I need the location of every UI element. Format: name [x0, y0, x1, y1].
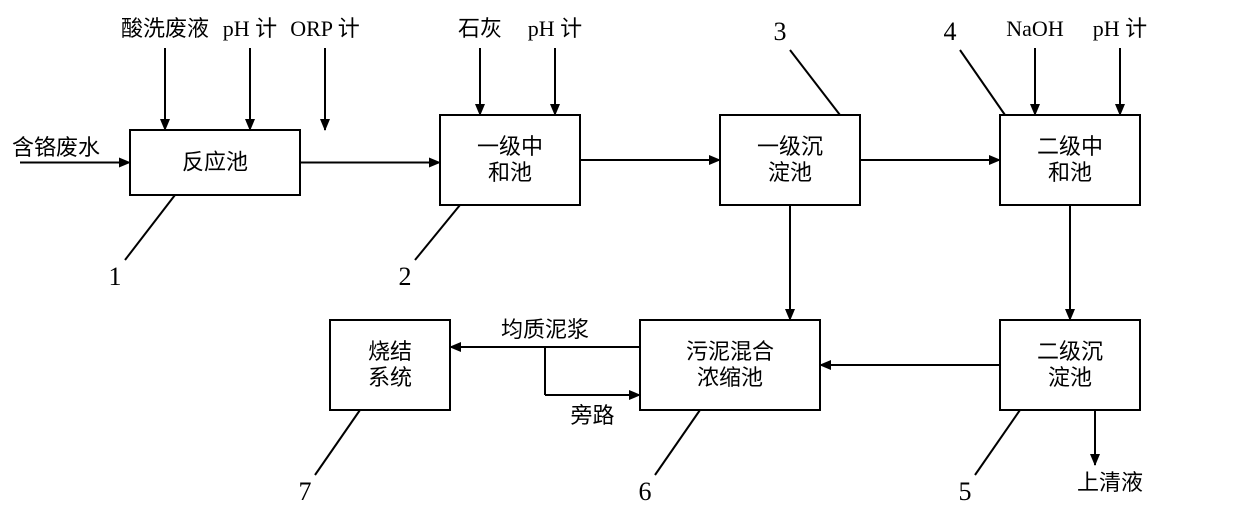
top-input-label: pH 计: [528, 16, 582, 41]
top-input-label: pH 计: [223, 16, 277, 41]
node-number: 5: [959, 477, 972, 506]
leader-5: [975, 410, 1020, 475]
node-number: 7: [299, 477, 312, 506]
node-label: 一级中: [477, 134, 543, 159]
leader-7: [315, 410, 360, 475]
node-label: 污泥混合: [686, 339, 774, 364]
leader-1: [125, 195, 175, 260]
node-number: 3: [774, 17, 787, 46]
node-number: 2: [399, 262, 412, 291]
node-label: 淀池: [1048, 365, 1092, 390]
node-number: 6: [639, 477, 652, 506]
node-number: 1: [109, 262, 122, 291]
node-label: 二级沉: [1037, 339, 1103, 364]
input-label-cr-wastewater: 含铬废水: [12, 135, 100, 160]
top-input-label: 石灰: [458, 16, 502, 41]
node-label: 烧结: [368, 339, 412, 364]
leader-3: [790, 50, 840, 115]
output-label-supernatant: 上清液: [1077, 470, 1143, 495]
top-input-label: ORP 计: [290, 16, 359, 41]
leader-4: [960, 50, 1005, 115]
node-number: 4: [944, 17, 957, 46]
node-label: 反应池: [182, 150, 248, 175]
process-flow-diagram: 反应池一级中和池一级沉淀池二级中和池二级沉淀池污泥混合浓缩池烧结系统 酸洗废液p…: [0, 0, 1240, 527]
top-input-label: 酸洗废液: [121, 16, 209, 41]
node-label: 二级中: [1037, 134, 1103, 159]
node-label: 和池: [1048, 160, 1092, 185]
top-input-label: NaOH: [1006, 16, 1064, 41]
leader-6: [655, 410, 700, 475]
edge-label-slurry: 均质泥浆: [501, 317, 589, 342]
node-label: 系统: [368, 365, 412, 390]
leader-2: [415, 205, 460, 260]
node-label: 淀池: [768, 160, 812, 185]
top-input-label: pH 计: [1093, 16, 1147, 41]
node-label: 浓缩池: [697, 365, 763, 390]
node-label: 和池: [488, 160, 532, 185]
edge-label-bypass: 旁路: [570, 403, 614, 428]
node-label: 一级沉: [757, 134, 823, 159]
